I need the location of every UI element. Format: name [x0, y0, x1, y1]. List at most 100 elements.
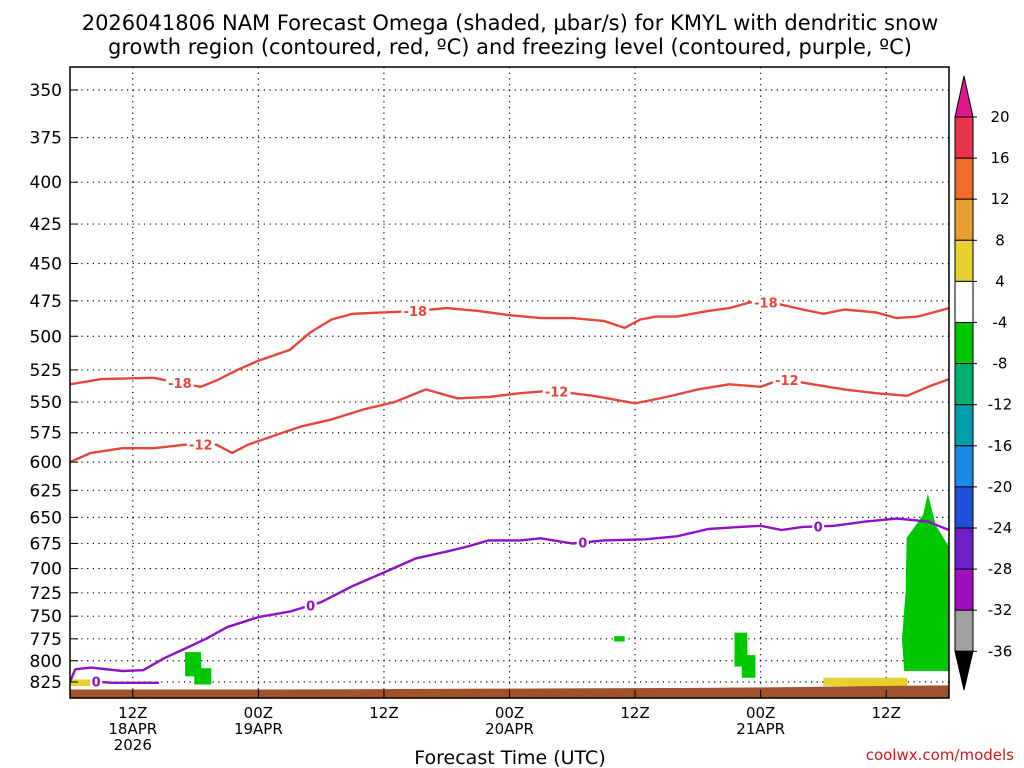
x-tick-label: 18APR: [108, 720, 157, 738]
contour-label: -18: [754, 296, 778, 311]
contour-label: -18: [404, 305, 428, 320]
contour-label: -12: [189, 439, 213, 454]
y-tick-label: 700: [30, 560, 62, 580]
contour-label: -12: [545, 385, 569, 400]
colorbar-max-arrow: [954, 75, 974, 118]
contour-label: 0: [306, 599, 315, 614]
y-tick-label: 575: [30, 424, 62, 444]
x-tick-label: 12Z: [369, 704, 398, 722]
contour-label: -12: [775, 374, 799, 389]
x-axis-label: Forecast Time (UTC): [414, 747, 605, 768]
colorbar-swatch: [954, 445, 974, 488]
contour-label-bg: [751, 295, 780, 309]
x-tick-label: 21APR: [736, 720, 785, 738]
contour-label: 0: [92, 676, 101, 691]
omega-shade-patch: [614, 636, 625, 642]
x-tick-label: 00Z: [495, 704, 524, 722]
colorbar-tick-label: -12: [988, 396, 1013, 414]
contour-label: -18: [168, 377, 192, 392]
y-tick-label: 725: [30, 584, 62, 604]
x-tick-label: 2026: [114, 736, 152, 754]
y-tick-label: 475: [30, 292, 62, 312]
colorbar-swatch: [954, 198, 974, 241]
x-tick-label: 20APR: [485, 720, 534, 738]
colorbar-swatch: [954, 116, 974, 159]
y-tick-label: 600: [30, 453, 62, 473]
y-tick-label: 425: [30, 215, 62, 235]
colorbar-tick-label: -8: [993, 355, 1008, 373]
y-tick-label: 825: [30, 673, 62, 693]
chart-title-line-1: 2026041806 NAM Forecast Omega (shaded, μ…: [82, 11, 939, 35]
colorbar-swatch: [954, 157, 974, 200]
colorbar-min-arrow: [954, 650, 974, 691]
colorbar-swatch: [954, 404, 974, 447]
contour-line: [70, 301, 949, 388]
colorbar-tick-label: -20: [988, 478, 1013, 496]
colorbar-tick-label: -24: [988, 519, 1013, 537]
colorbar-swatch: [954, 363, 974, 406]
y-axis: 350 375 400 425 450 475 500 525 550 575 600 625 650 6…: [30, 81, 78, 693]
colorbar-tick-label: -32: [988, 601, 1013, 619]
contour-label-bg: [542, 384, 571, 398]
grid: [70, 67, 949, 698]
contour-label-bg: [772, 372, 801, 386]
contour-label-bg: [576, 535, 589, 549]
colorbar-tick-label: -16: [988, 437, 1013, 455]
y-tick-label: 525: [30, 361, 62, 381]
contour-label: 0: [578, 536, 587, 551]
contour-labels: -18 -18 -18 -12 -12 -12 0 0 0 0: [90, 295, 825, 691]
credit-text: coolwx.com/models: [866, 746, 1014, 764]
y-tick-label: 775: [30, 630, 62, 650]
contour-line: [70, 377, 949, 464]
omega-shade-patch: [823, 677, 908, 687]
colorbar-tick-label: 16: [990, 149, 1009, 167]
y-tick-label: 500: [30, 327, 62, 347]
y-tick-label: 675: [30, 534, 62, 554]
omega-shade-patch: [185, 652, 212, 685]
colorbar-swatch: [954, 486, 974, 529]
colorbar-swatch: [954, 568, 974, 611]
colorbar-swatch: [954, 280, 974, 323]
contours: [70, 301, 949, 684]
colorbar-tick-label: -36: [988, 642, 1013, 660]
colorbar-tick-label: 8: [995, 231, 1005, 249]
y-tick-label: 625: [30, 481, 62, 501]
y-tick-label: 375: [30, 129, 62, 149]
colorbar: 20 16 12 8 4 -4 -8 -12 -16 -20 -24 -28 -32 -36: [954, 75, 1013, 691]
colorbar-tick-label: 12: [990, 190, 1009, 208]
colorbar-tick-label: 4: [995, 272, 1005, 290]
colorbar-tick-label: -4: [993, 314, 1008, 332]
colorbar-tick-label: -28: [988, 560, 1013, 578]
omega-shade-patch: [734, 632, 756, 678]
colorbar-swatch: [954, 609, 974, 652]
x-tick-label: 00Z: [746, 704, 775, 722]
y-tick-label: 550: [30, 393, 62, 413]
colorbar-swatch: [954, 239, 974, 282]
omega-shade-patch: [901, 493, 949, 672]
x-tick-label: 12Z: [620, 704, 649, 722]
contour-label-bg: [186, 437, 215, 451]
contour-label-bg: [165, 376, 194, 390]
contour-label-bg: [812, 519, 825, 533]
y-tick-label: 400: [30, 173, 62, 193]
x-tick-label: 19APR: [234, 720, 283, 738]
colorbar-tick-label: 20: [990, 108, 1009, 126]
chart-title-line-2: growth region (contoured, red, ºC) and f…: [108, 35, 912, 59]
contour-label-bg: [401, 303, 430, 317]
y-tick-label: 650: [30, 508, 62, 528]
contour-label-bg: [90, 674, 103, 688]
x-tick-label: 00Z: [244, 704, 273, 722]
x-tick-label: 12Z: [118, 704, 147, 722]
y-tick-label: 800: [30, 652, 62, 672]
omega-shading: [70, 493, 949, 687]
colorbar-swatch: [954, 527, 974, 570]
colorbar-swatch: [954, 322, 974, 365]
contour-line: [70, 517, 949, 683]
y-tick-label: 350: [30, 81, 62, 101]
x-tick-label: 12Z: [872, 704, 901, 722]
contour-label: 0: [814, 520, 823, 535]
y-tick-label: 450: [30, 255, 62, 275]
contour-label-bg: [304, 598, 317, 612]
